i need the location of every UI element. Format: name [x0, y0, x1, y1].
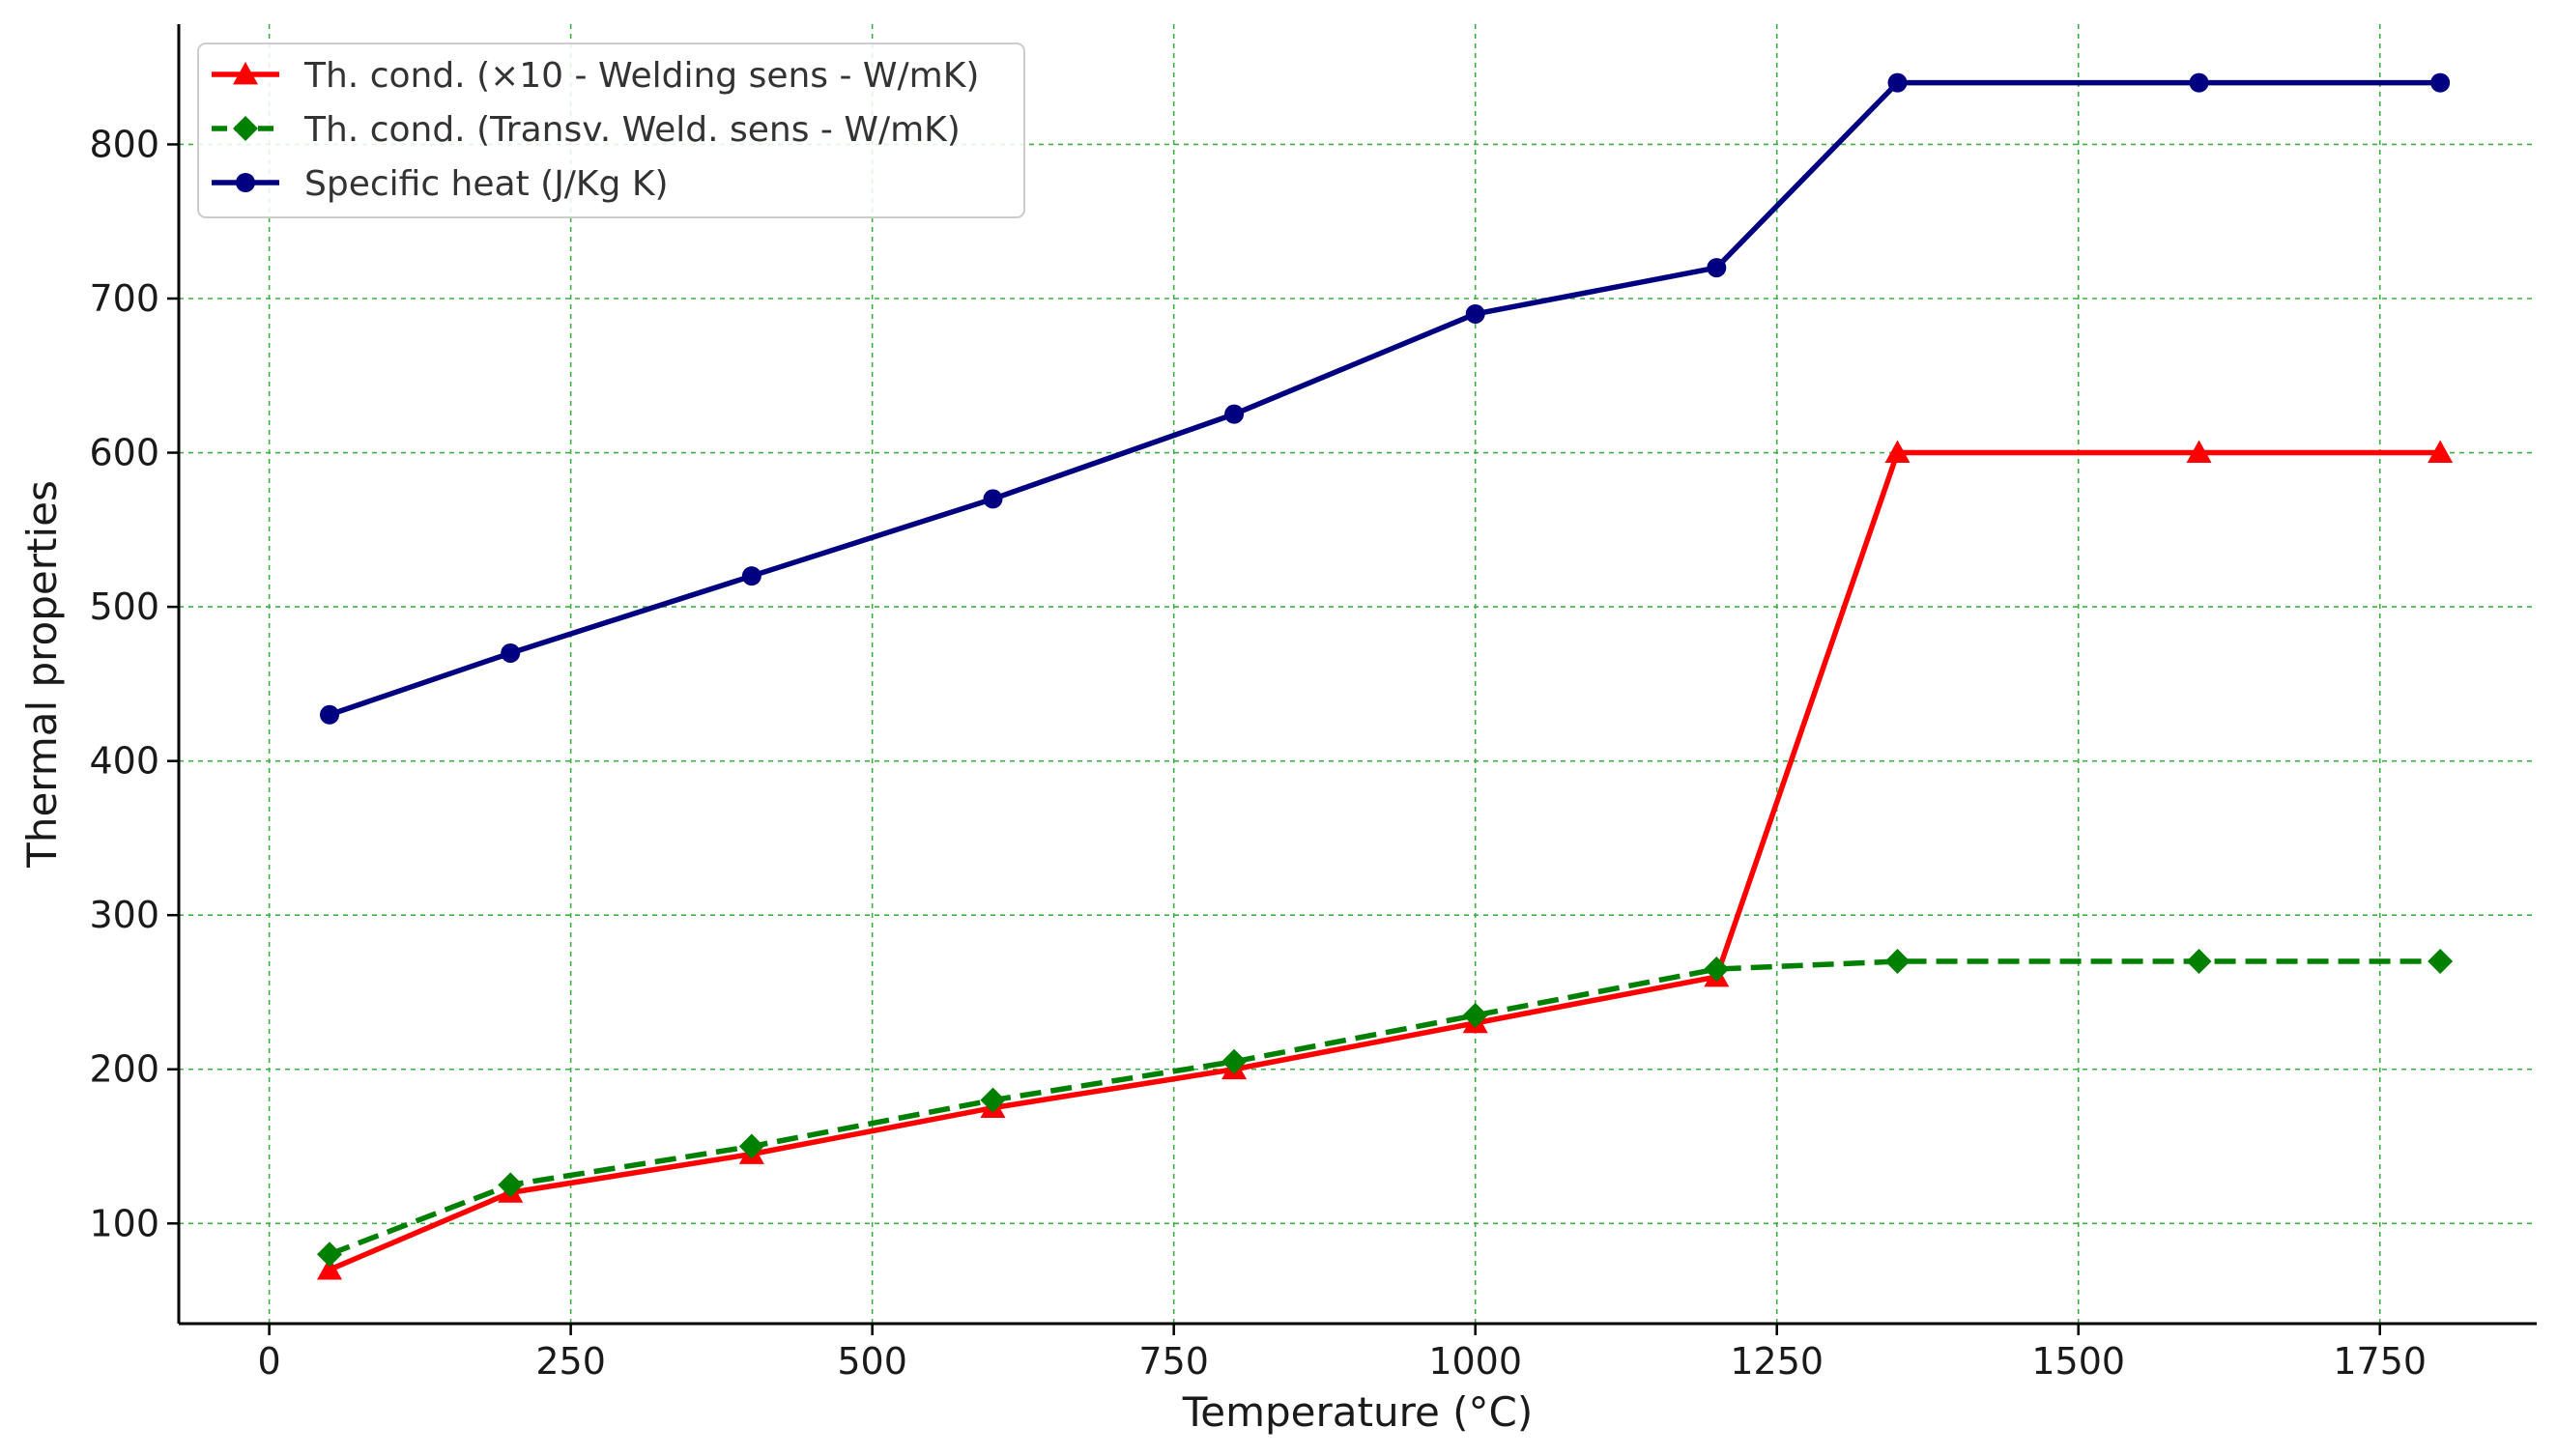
data-point-specific-heat [501, 642, 521, 663]
series-line-welding-conductivity [328, 449, 2441, 1272]
data-point-transverse-conductivity [2186, 949, 2212, 975]
data-point-specific-heat [983, 489, 1003, 509]
data-point-welding-conductivity [2428, 440, 2454, 463]
legend-label: Th. cond. (Transv. Weld. sens - W/mK) [303, 110, 961, 150]
legend-marker [236, 173, 255, 192]
legend-item-transverse-conductivity: Th. cond. (Transv. Weld. sens - W/mK) [212, 110, 961, 150]
data-point-transverse-conductivity [2428, 949, 2454, 975]
data-point-specific-heat [741, 566, 761, 586]
x-tick-label: 1250 [1730, 1340, 1824, 1383]
series-group [317, 72, 2454, 1280]
x-tick-label: 0 [258, 1340, 281, 1383]
legend-label: Th. cond. (×10 - Welding sens - W/mK) [303, 56, 979, 96]
data-point-welding-conductivity [1884, 440, 1911, 463]
x-tick-label: 500 [837, 1340, 907, 1383]
y-tick-label: 800 [89, 123, 159, 165]
data-point-specific-heat [1465, 303, 1485, 324]
y-tick-label: 500 [89, 585, 159, 628]
data-point-specific-heat [320, 704, 340, 725]
axes: 0 250 500 750 1000 1250 1500 1750 100 200 300 400 50… [89, 24, 2537, 1383]
x-tick-label: 750 [1138, 1340, 1209, 1383]
x-tick-label: 1000 [1428, 1340, 1522, 1383]
series-line-specific-heat [329, 79, 2441, 718]
data-point-specific-heat [2430, 72, 2451, 93]
data-point-specific-heat [1707, 258, 1727, 278]
data-point-transverse-conductivity [317, 1242, 343, 1268]
data-point-specific-heat [1887, 72, 1908, 93]
y-tick-label: 700 [89, 277, 159, 320]
y-tick-label: 300 [89, 894, 159, 936]
data-point-transverse-conductivity [1884, 949, 1911, 975]
x-tick-label: 1500 [2031, 1340, 2125, 1383]
series-line-transverse-conductivity [329, 958, 2441, 1257]
series-transverse-conductivity [317, 949, 2454, 1268]
legend-marker [233, 116, 258, 141]
legend-item-specific-heat: Specific heat (J/Kg K) [212, 164, 669, 204]
data-point-welding-conductivity [317, 1257, 343, 1280]
data-point-transverse-conductivity [498, 1172, 524, 1198]
legend-marker [233, 62, 258, 85]
y-tick-label: 200 [89, 1048, 159, 1091]
x-tick-label: 250 [535, 1340, 606, 1383]
data-point-transverse-conductivity [1462, 1002, 1488, 1028]
data-point-specific-heat [1224, 404, 1245, 424]
legend-label: Specific heat (J/Kg K) [304, 164, 669, 204]
y-tick-label: 100 [89, 1202, 159, 1244]
data-point-transverse-conductivity [1704, 956, 1730, 983]
legend-item-welding-conductivity: Th. cond. (×10 - Welding sens - W/mK) [212, 56, 979, 96]
data-point-transverse-conductivity [980, 1087, 1006, 1113]
data-point-welding-conductivity [2186, 440, 2212, 463]
data-point-transverse-conductivity [738, 1133, 764, 1159]
legend: Th. cond. (×10 - Welding sens - W/mK) Th.… [197, 43, 1025, 218]
series-welding-conductivity [317, 440, 2454, 1280]
grid [179, 24, 2537, 1324]
y-axis-label: Thermal properties [18, 480, 66, 869]
data-point-transverse-conductivity [1221, 1048, 1248, 1074]
series-specific-heat [320, 72, 2451, 725]
y-tick-label: 400 [89, 740, 159, 783]
x-axis-label: Temperature (°C) [1182, 1388, 1534, 1436]
x-tick-label: 1750 [2333, 1340, 2427, 1383]
data-point-specific-heat [2189, 72, 2209, 93]
y-tick-label: 600 [89, 432, 159, 474]
legend-box [197, 43, 1025, 218]
